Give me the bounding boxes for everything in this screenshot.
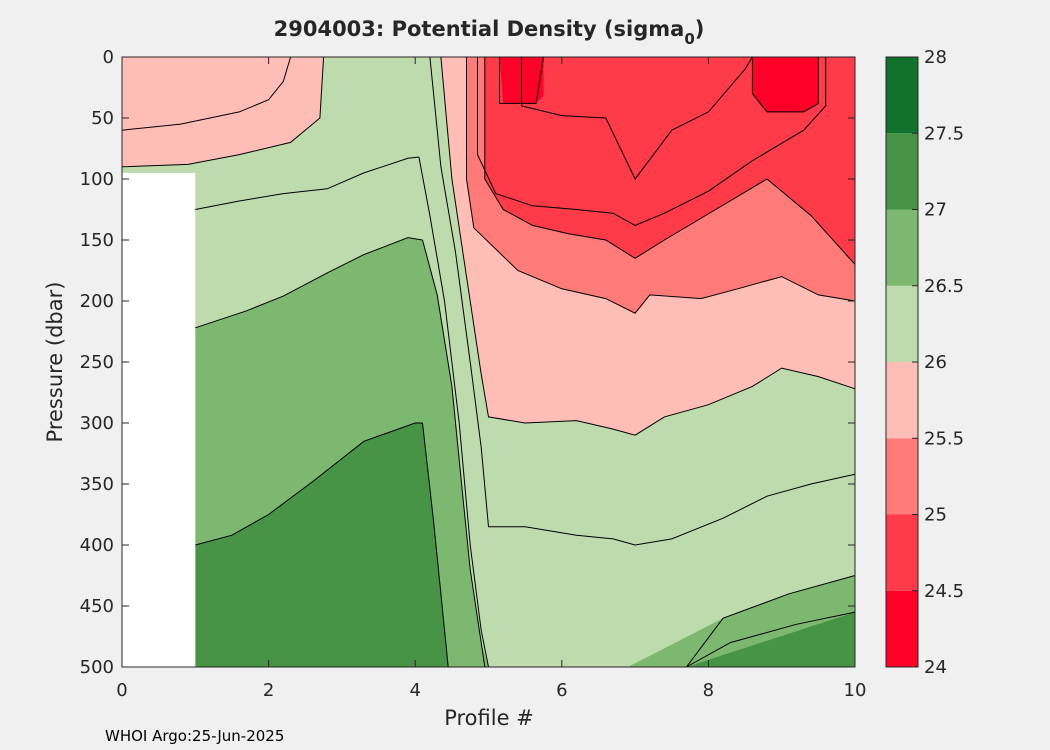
colorbar-segment-3 bbox=[886, 362, 918, 439]
chart-title-main: 2904003: Potential Density (sigma bbox=[274, 17, 685, 41]
contour-line-3 bbox=[195, 237, 423, 329]
colorbar-tick-label-26: 26 bbox=[924, 352, 947, 373]
x-tick-label-8: 8 bbox=[703, 680, 714, 701]
contour-line-5 bbox=[418, 156, 489, 668]
colorbar-segment-4 bbox=[886, 285, 918, 362]
contour-line-7 bbox=[422, 422, 449, 668]
colorbar-tick-label-25: 25 bbox=[924, 505, 947, 526]
footer-credit: WHOI Argo:25-Jun-2025 bbox=[105, 727, 284, 745]
y-tick-label-100: 100 bbox=[80, 169, 114, 190]
contour-line-12 bbox=[477, 57, 827, 226]
x-tick-label-10: 10 bbox=[844, 680, 867, 701]
density-band-26.5-27-9 bbox=[627, 575, 855, 667]
contour-line-10 bbox=[466, 57, 856, 314]
y-tick-label-300: 300 bbox=[80, 413, 114, 434]
density-band-24.5-25-0 bbox=[484, 57, 855, 265]
contour-line-11 bbox=[484, 57, 856, 265]
contour-line-1 bbox=[121, 56, 325, 168]
density-band-27-27.5-7 bbox=[195, 423, 449, 667]
y-tick-label-150: 150 bbox=[80, 230, 114, 251]
contour-line-9 bbox=[429, 56, 856, 546]
colorbar-tick-label-24.5: 24.5 bbox=[924, 581, 964, 602]
contour-line-6 bbox=[422, 239, 486, 668]
colorbar-segment-1 bbox=[886, 514, 918, 591]
y-axis: 0 50 100 150 200 250 300 350 400 450 500 bbox=[80, 47, 855, 678]
y-tick-label-50: 50 bbox=[91, 108, 114, 129]
x-tick-label-6: 6 bbox=[556, 680, 567, 701]
contour-line-0 bbox=[121, 56, 292, 131]
contour-line-4 bbox=[195, 422, 423, 546]
y-tick-label-250: 250 bbox=[80, 352, 114, 373]
contour-line-2 bbox=[195, 156, 419, 210]
plot-area bbox=[121, 56, 856, 668]
chart-title-end: ) bbox=[695, 17, 705, 41]
colorbar-tick-label-26.5: 26.5 bbox=[924, 276, 964, 297]
colorbar-segment-0 bbox=[886, 590, 918, 667]
contour-line-15 bbox=[521, 56, 753, 180]
colorbar-tick-label-25.5: 25.5 bbox=[924, 428, 964, 449]
y-tick-label-450: 450 bbox=[80, 596, 114, 617]
chart-title-subscript: 0 bbox=[684, 30, 694, 48]
density-bands bbox=[122, 57, 856, 667]
x-axis-label: Profile # bbox=[444, 706, 534, 730]
x-tick-label-0: 0 bbox=[116, 680, 127, 701]
y-tick-label-400: 400 bbox=[80, 535, 114, 556]
density-band-24-24.5-2 bbox=[752, 57, 819, 112]
y-tick-label-500: 500 bbox=[80, 657, 114, 678]
contour-line-8 bbox=[440, 56, 856, 436]
density-band-26.5-27-6 bbox=[195, 237, 489, 667]
missing-data-region bbox=[122, 172, 196, 667]
contour-line-13 bbox=[499, 56, 544, 104]
contour-line-14 bbox=[751, 57, 819, 113]
density-band-25.5-26-4 bbox=[323, 57, 856, 436]
y-tick-label-200: 200 bbox=[80, 291, 114, 312]
colorbar-segment-2 bbox=[886, 438, 918, 515]
density-band-25.5-26-5 bbox=[122, 57, 324, 167]
density-band-25-25.5-3 bbox=[466, 57, 855, 314]
contour-line-16 bbox=[686, 611, 856, 668]
colorbar-tick-label-28: 28 bbox=[924, 47, 947, 68]
y-tick-label-0: 0 bbox=[103, 47, 114, 68]
colorbar-tick-label-24: 24 bbox=[924, 657, 947, 678]
chart-title: 2904003: Potential Density (sigma0) bbox=[274, 17, 705, 48]
contour-lines bbox=[121, 56, 856, 668]
colorbar-segment-6 bbox=[886, 133, 918, 210]
colorbar: 24 24.5 25 25.5 26 26.5 27 27.5 28 bbox=[885, 47, 964, 678]
x-axis: 0 2 4 6 8 10 bbox=[116, 57, 866, 701]
colorbar-segment-5 bbox=[886, 209, 918, 286]
y-tick-label-350: 350 bbox=[80, 474, 114, 495]
x-tick-label-2: 2 bbox=[263, 680, 274, 701]
colorbar-tick-label-27: 27 bbox=[924, 200, 947, 221]
colorbar-tick-label-27.5: 27.5 bbox=[924, 123, 964, 144]
x-tick-label-4: 4 bbox=[409, 680, 420, 701]
y-axis-label: Pressure (dbar) bbox=[43, 282, 67, 443]
colorbar-segment-7 bbox=[886, 57, 918, 134]
